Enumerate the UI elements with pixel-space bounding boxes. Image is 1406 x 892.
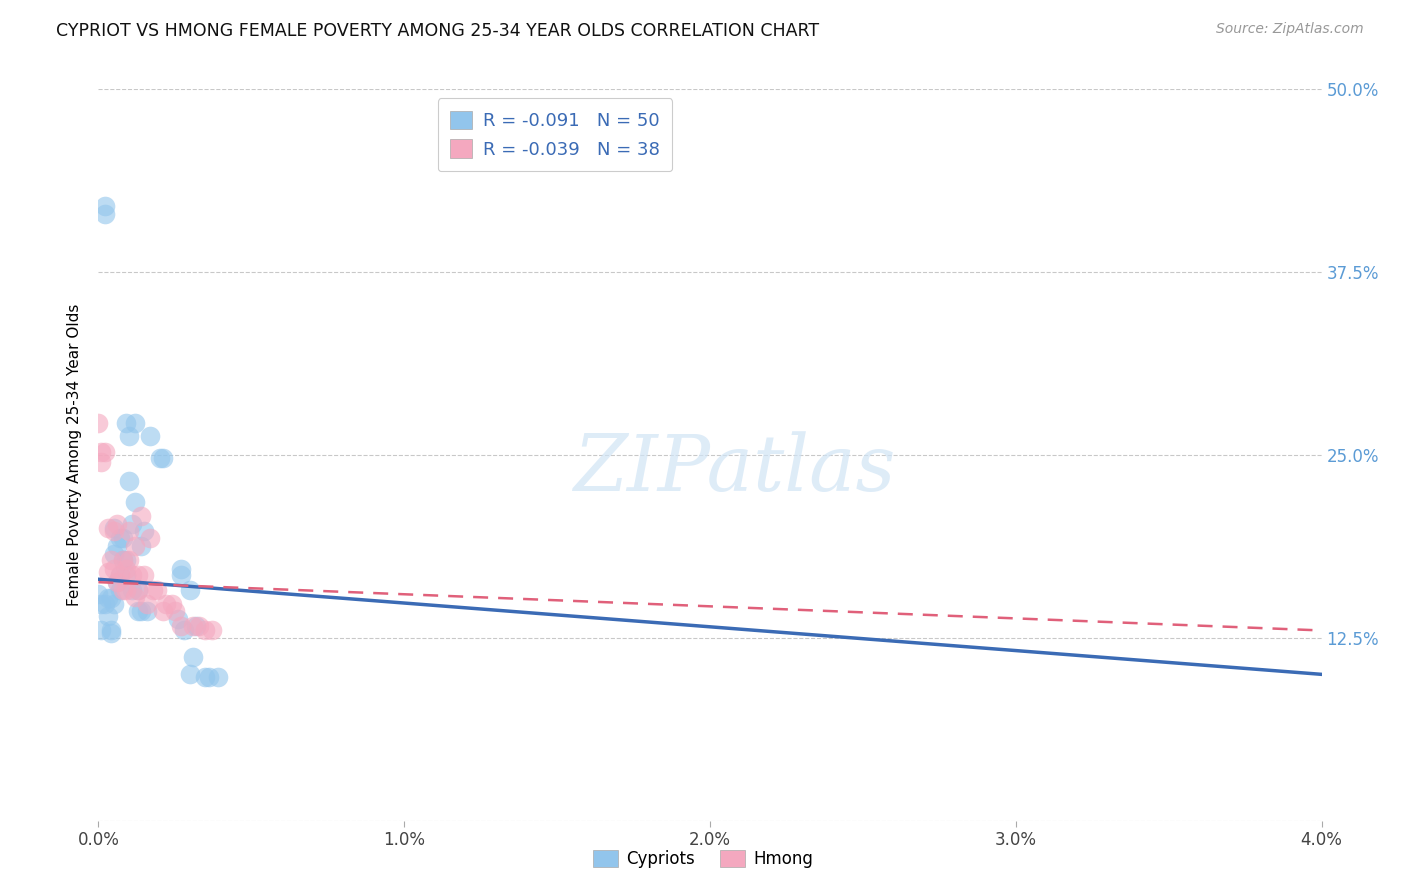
Point bbox=[152, 450, 174, 465]
Point bbox=[124, 590, 146, 604]
Point bbox=[118, 553, 141, 567]
Point bbox=[167, 612, 190, 626]
Point bbox=[121, 582, 143, 597]
Point bbox=[121, 567, 143, 582]
Point bbox=[90, 597, 112, 611]
Point bbox=[118, 524, 141, 538]
Point bbox=[139, 429, 162, 443]
Point bbox=[173, 624, 195, 638]
Point bbox=[97, 591, 120, 606]
Point bbox=[145, 582, 167, 597]
Point bbox=[136, 597, 159, 611]
Point bbox=[124, 539, 146, 553]
Point bbox=[155, 597, 177, 611]
Point bbox=[100, 624, 122, 638]
Point bbox=[186, 619, 208, 633]
Point bbox=[97, 608, 120, 623]
Point bbox=[124, 494, 146, 508]
Text: CYPRIOT VS HMONG FEMALE POVERTY AMONG 25-34 YEAR OLDS CORRELATION CHART: CYPRIOT VS HMONG FEMALE POVERTY AMONG 25… bbox=[56, 22, 820, 40]
Point bbox=[170, 619, 193, 633]
Point bbox=[90, 445, 112, 459]
Point bbox=[87, 587, 110, 601]
Point bbox=[179, 582, 201, 597]
Point bbox=[129, 509, 152, 524]
Point bbox=[111, 582, 134, 597]
Point bbox=[87, 416, 110, 430]
Point bbox=[93, 206, 115, 220]
Point bbox=[90, 455, 112, 469]
Point bbox=[111, 553, 134, 567]
Point bbox=[105, 516, 128, 531]
Point bbox=[108, 582, 131, 597]
Point bbox=[207, 670, 229, 684]
Point bbox=[115, 416, 138, 430]
Point bbox=[108, 567, 131, 582]
Point bbox=[100, 553, 122, 567]
Point bbox=[124, 416, 146, 430]
Point bbox=[142, 582, 165, 597]
Point bbox=[105, 575, 128, 590]
Point bbox=[111, 531, 134, 545]
Point bbox=[103, 562, 125, 576]
Point bbox=[97, 565, 120, 579]
Point bbox=[115, 562, 138, 576]
Point bbox=[93, 597, 115, 611]
Point bbox=[111, 553, 134, 567]
Point bbox=[103, 524, 125, 538]
Point bbox=[105, 575, 128, 590]
Point bbox=[90, 624, 112, 638]
Point bbox=[118, 429, 141, 443]
Point bbox=[129, 604, 152, 618]
Point bbox=[160, 597, 183, 611]
Point bbox=[127, 604, 149, 618]
Point bbox=[103, 597, 125, 611]
Legend: Cypriots, Hmong: Cypriots, Hmong bbox=[586, 843, 820, 875]
Point bbox=[170, 562, 193, 576]
Point bbox=[134, 567, 156, 582]
Text: ZIPatlas: ZIPatlas bbox=[574, 432, 896, 508]
Point bbox=[152, 604, 174, 618]
Point bbox=[136, 604, 159, 618]
Point bbox=[127, 582, 149, 597]
Point bbox=[149, 450, 172, 465]
Point bbox=[100, 591, 122, 606]
Point bbox=[93, 199, 115, 213]
Point bbox=[115, 582, 138, 597]
Point bbox=[194, 670, 217, 684]
Point bbox=[194, 624, 217, 638]
Point bbox=[170, 567, 193, 582]
Point bbox=[139, 531, 162, 545]
Point bbox=[163, 604, 186, 618]
Point bbox=[97, 521, 120, 535]
Point bbox=[105, 539, 128, 553]
Point bbox=[181, 649, 204, 664]
Point bbox=[134, 524, 156, 538]
Y-axis label: Female Poverty Among 25-34 Year Olds: Female Poverty Among 25-34 Year Olds bbox=[67, 304, 83, 606]
Legend: R = -0.091   N = 50, R = -0.039   N = 38: R = -0.091 N = 50, R = -0.039 N = 38 bbox=[437, 98, 672, 171]
Point bbox=[118, 475, 141, 489]
Point bbox=[115, 567, 138, 582]
Point bbox=[115, 553, 138, 567]
Point bbox=[103, 521, 125, 535]
Text: Source: ZipAtlas.com: Source: ZipAtlas.com bbox=[1216, 22, 1364, 37]
Point bbox=[127, 567, 149, 582]
Point bbox=[127, 582, 149, 597]
Point bbox=[181, 619, 204, 633]
Point bbox=[197, 670, 219, 684]
Point bbox=[108, 531, 131, 545]
Point bbox=[200, 624, 222, 638]
Point bbox=[179, 667, 201, 681]
Point bbox=[93, 445, 115, 459]
Point bbox=[121, 516, 143, 531]
Point bbox=[100, 626, 122, 640]
Point bbox=[129, 539, 152, 553]
Point bbox=[188, 619, 211, 633]
Point bbox=[103, 548, 125, 562]
Point bbox=[108, 567, 131, 582]
